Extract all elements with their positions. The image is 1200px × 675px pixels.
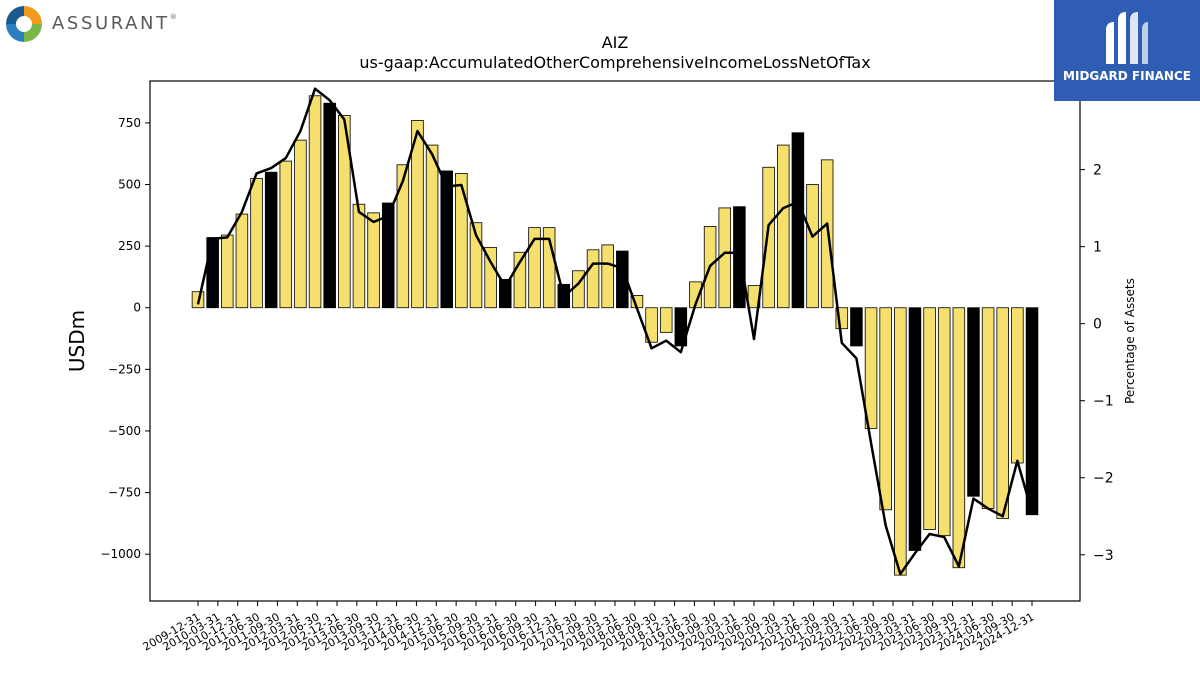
bar-22 bbox=[513, 251, 527, 309]
chart-title: AIZ bbox=[602, 33, 629, 52]
bar-51 bbox=[937, 307, 951, 537]
y-tick-label: −1000 bbox=[100, 547, 141, 561]
y2-tick-label: 0 bbox=[1093, 317, 1102, 333]
bar-32 bbox=[659, 307, 673, 333]
bar-55 bbox=[996, 307, 1009, 519]
bar-28 bbox=[601, 244, 614, 309]
bar-33 bbox=[674, 307, 688, 347]
y-axis-right: −3−2−10123 bbox=[1080, 86, 1114, 564]
bar-31 bbox=[645, 307, 658, 343]
x-axis: 2009-12-312010-03-312010-12-312011-06-30… bbox=[141, 601, 1037, 654]
bar-10 bbox=[338, 115, 351, 309]
bar-50 bbox=[923, 307, 936, 530]
y2-tick-label: 1 bbox=[1093, 240, 1102, 256]
bar-42 bbox=[806, 184, 819, 309]
bar-46 bbox=[864, 307, 878, 429]
bar-48 bbox=[894, 307, 907, 576]
bar-12 bbox=[367, 212, 380, 309]
chart-subtitle: us-gaap:AccumulatedOtherComprehensiveInc… bbox=[359, 53, 870, 72]
bar-54 bbox=[981, 307, 995, 509]
y-tick-label: 250 bbox=[118, 239, 141, 253]
y-tick-label: −250 bbox=[108, 362, 141, 376]
assurant-wordmark: ASSURANT® bbox=[52, 13, 177, 34]
bar-19 bbox=[469, 222, 483, 309]
y-tick-label: 500 bbox=[118, 178, 141, 192]
bar-14 bbox=[396, 164, 410, 309]
y-tick-label: −500 bbox=[108, 424, 141, 438]
y2-tick-label: −2 bbox=[1093, 471, 1114, 487]
bar-44 bbox=[835, 307, 849, 330]
y-tick-label: 750 bbox=[118, 116, 141, 130]
bar-4 bbox=[250, 177, 263, 309]
y-tick-label: 0 bbox=[133, 301, 141, 315]
bar-40 bbox=[777, 144, 790, 309]
bar-24 bbox=[542, 227, 556, 309]
assurant-logo: ASSURANT® bbox=[4, 4, 194, 42]
bar-21 bbox=[499, 278, 512, 309]
bar-15 bbox=[411, 120, 424, 309]
line-group bbox=[196, 87, 1034, 576]
bar-56 bbox=[1011, 307, 1024, 464]
bar-6 bbox=[279, 160, 293, 309]
midgard-finance-logo: MIDGARD FINANCE bbox=[1054, 0, 1200, 101]
bar-49 bbox=[908, 307, 922, 551]
bar-11 bbox=[352, 203, 366, 309]
bar-29 bbox=[616, 250, 629, 309]
bar-17 bbox=[440, 170, 453, 309]
bar-47 bbox=[879, 307, 892, 511]
y-tick-label: −750 bbox=[108, 486, 141, 500]
bar-18 bbox=[455, 173, 468, 309]
bar-20 bbox=[484, 246, 497, 309]
y-axis-label: USDm bbox=[65, 310, 89, 372]
bar-27 bbox=[586, 249, 600, 309]
bar-9 bbox=[323, 102, 336, 309]
bar-2 bbox=[221, 234, 234, 309]
bar-53 bbox=[967, 307, 980, 497]
y2-tick-label: 2 bbox=[1093, 163, 1102, 179]
bar-41 bbox=[791, 132, 805, 309]
bar-13 bbox=[381, 202, 395, 309]
bar-8 bbox=[308, 95, 322, 309]
bars-group bbox=[191, 95, 1039, 576]
y2-tick-label: −1 bbox=[1093, 394, 1114, 410]
assurant-logo-icon bbox=[6, 6, 42, 42]
midgard-logo-icon bbox=[1106, 12, 1148, 64]
y2-axis-label: Percentage of Assets bbox=[1123, 278, 1137, 404]
bar-52 bbox=[952, 307, 966, 569]
y2-tick-label: −3 bbox=[1093, 548, 1114, 564]
bar-39 bbox=[762, 166, 775, 309]
bar-57 bbox=[1025, 307, 1039, 516]
bar-5 bbox=[264, 171, 278, 309]
bar-3 bbox=[235, 213, 249, 309]
bar-45 bbox=[850, 307, 863, 347]
y-axis-left: −1000 −750 −500 −250 0 250 500 750 bbox=[100, 116, 150, 561]
bar-16 bbox=[425, 144, 439, 309]
midgard-wordmark: MIDGARD FINANCE bbox=[1063, 69, 1191, 83]
bar-1 bbox=[206, 237, 219, 309]
pct-assets-line bbox=[196, 87, 1034, 576]
bar-23 bbox=[528, 227, 541, 309]
bar-7 bbox=[294, 139, 307, 309]
